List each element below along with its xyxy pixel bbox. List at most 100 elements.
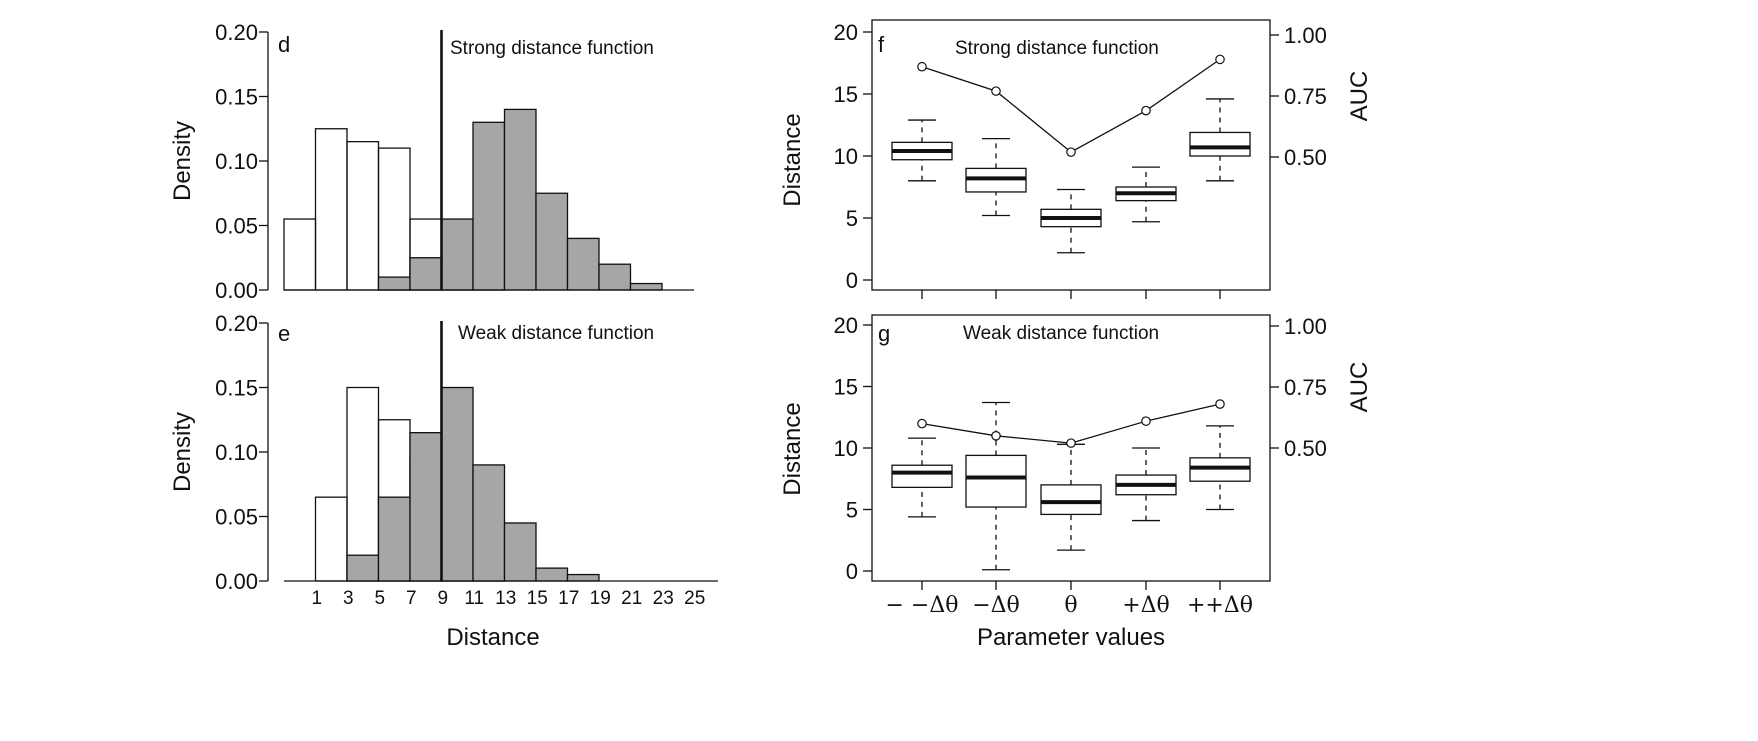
box-2 — [1040, 443, 1102, 551]
panel-d: 0.00 0.05 0.10 0.15 0.20 Density d Strong dista… — [169, 20, 694, 303]
box-1 — [965, 401, 1027, 571]
x-tick-label: 25 — [684, 588, 705, 609]
filled-bar-11 — [440, 386, 474, 582]
y-tick-label: 20 — [834, 313, 858, 338]
outline-bar-7 — [377, 147, 411, 291]
box-iqr — [1189, 131, 1251, 157]
box-iqr — [965, 454, 1027, 508]
auc-point-2 — [1066, 147, 1076, 157]
y2-tick-label: 1.00 — [1284, 314, 1327, 339]
y-tick-label: 0.00 — [215, 569, 258, 594]
category-label: ++Δθ — [1187, 593, 1253, 618]
filled-bar-7 — [377, 276, 411, 291]
y2-tick-label: 0.50 — [1284, 145, 1327, 170]
x-tick-label: 19 — [590, 588, 611, 609]
auc-point-1 — [991, 86, 1001, 96]
box-iqr — [891, 464, 953, 489]
auc-line — [921, 403, 1221, 444]
plot-frame — [871, 314, 1271, 582]
y2-tick-label: 0.75 — [1284, 84, 1327, 109]
filled-bar-21 — [598, 263, 632, 291]
y-axis-label: Density — [169, 121, 196, 201]
filled-bar-9 — [409, 431, 443, 582]
box-iqr — [1040, 484, 1102, 516]
outline-bar-1 — [283, 218, 317, 291]
outline-bar-5 — [346, 386, 380, 582]
filled-bar-15 — [503, 108, 537, 291]
y-tick-label: 15 — [834, 82, 858, 107]
auc-point-0 — [917, 61, 927, 72]
auc-point-1 — [991, 430, 1001, 441]
x-tick-label: 5 — [374, 588, 385, 609]
y-tick-label: 0.10 — [215, 149, 258, 174]
auc-point-3 — [1141, 105, 1151, 116]
x-axis-label: Parameter values — [977, 624, 1165, 651]
x-tick-label: 15 — [527, 588, 548, 609]
auc-point-2 — [1066, 438, 1076, 448]
y2-axis-label: AUC — [1346, 362, 1373, 413]
auc-point-3 — [1141, 416, 1151, 426]
y-tick-label: 0.20 — [215, 20, 258, 45]
x-tick-label: 23 — [653, 588, 674, 609]
x-tick-label: 21 — [621, 588, 642, 609]
y-tick-label: 0 — [846, 268, 858, 293]
outline-bar-3 — [314, 128, 348, 291]
auc-point-0 — [917, 418, 927, 429]
y-tick-label: 10 — [834, 144, 858, 169]
filled-bar-23 — [629, 282, 663, 291]
panel-annotation: Weak distance function — [458, 323, 654, 344]
y2-axis-label: AUC — [1346, 71, 1373, 122]
filled-bar-17 — [535, 567, 569, 582]
filled-bar-13 — [472, 121, 506, 291]
y-tick-label: 15 — [834, 375, 858, 400]
outline-bar-3 — [314, 496, 348, 582]
filled-bar-5 — [346, 554, 380, 582]
x-tick-label: 3 — [343, 588, 354, 609]
y-tick-label: 0.20 — [215, 311, 258, 336]
box-4 — [1189, 98, 1251, 182]
y-tick-label: 5 — [846, 498, 858, 523]
y-tick-label: 5 — [846, 206, 858, 231]
filled-bar-19 — [566, 237, 600, 291]
panel-letter: d — [278, 32, 290, 57]
y-tick-label: 0.00 — [215, 278, 258, 303]
panel-letter: f — [878, 32, 885, 57]
x-tick-label: 9 — [437, 588, 448, 609]
x-tick-label: 17 — [558, 588, 579, 609]
y2-tick-label: 0.50 — [1284, 436, 1327, 461]
x-tick-label: 11 — [464, 588, 484, 609]
x-axis-label: Distance — [446, 624, 539, 651]
filled-bar-7 — [377, 496, 411, 582]
box-4 — [1189, 425, 1251, 511]
category-label: θ — [1064, 593, 1077, 618]
y-tick-label: 0.05 — [215, 505, 258, 530]
panel-f: 0 5 10 15 20 0.50 0.75 1.00 f Strong distance fun… — [779, 19, 1373, 299]
y-tick-label: 20 — [834, 20, 858, 45]
panel-g: 0 5 10 15 20 0.50 0.75 1.00 g Weak distance funct… — [779, 313, 1373, 651]
y-tick-label: 0.10 — [215, 440, 258, 465]
box-1 — [965, 137, 1027, 217]
y-tick-label: 0.15 — [215, 376, 258, 401]
y-axis-label: Distance — [779, 113, 806, 206]
y-tick-label: 0.05 — [215, 214, 258, 239]
y-tick-label: 10 — [834, 436, 858, 461]
category-label: − −Δθ — [886, 593, 959, 618]
filled-bar-11 — [440, 218, 474, 291]
panel-annotation: Strong distance function — [955, 38, 1159, 59]
x-tick-label: 7 — [406, 588, 417, 609]
y-tick-label: 0.15 — [215, 85, 258, 110]
panel-letter: g — [878, 321, 890, 346]
filled-bar-9 — [409, 257, 443, 291]
auc-point-4 — [1215, 399, 1225, 409]
y-axis-label: Distance — [779, 402, 806, 495]
panel-annotation: Strong distance function — [450, 38, 654, 59]
box-0 — [891, 437, 953, 518]
outline-bar-5 — [346, 140, 380, 291]
auc-line — [921, 58, 1221, 153]
auc-point-4 — [1215, 54, 1225, 65]
y2-tick-label: 0.75 — [1284, 375, 1327, 400]
filled-bar-13 — [472, 464, 506, 582]
box-3 — [1115, 166, 1177, 223]
